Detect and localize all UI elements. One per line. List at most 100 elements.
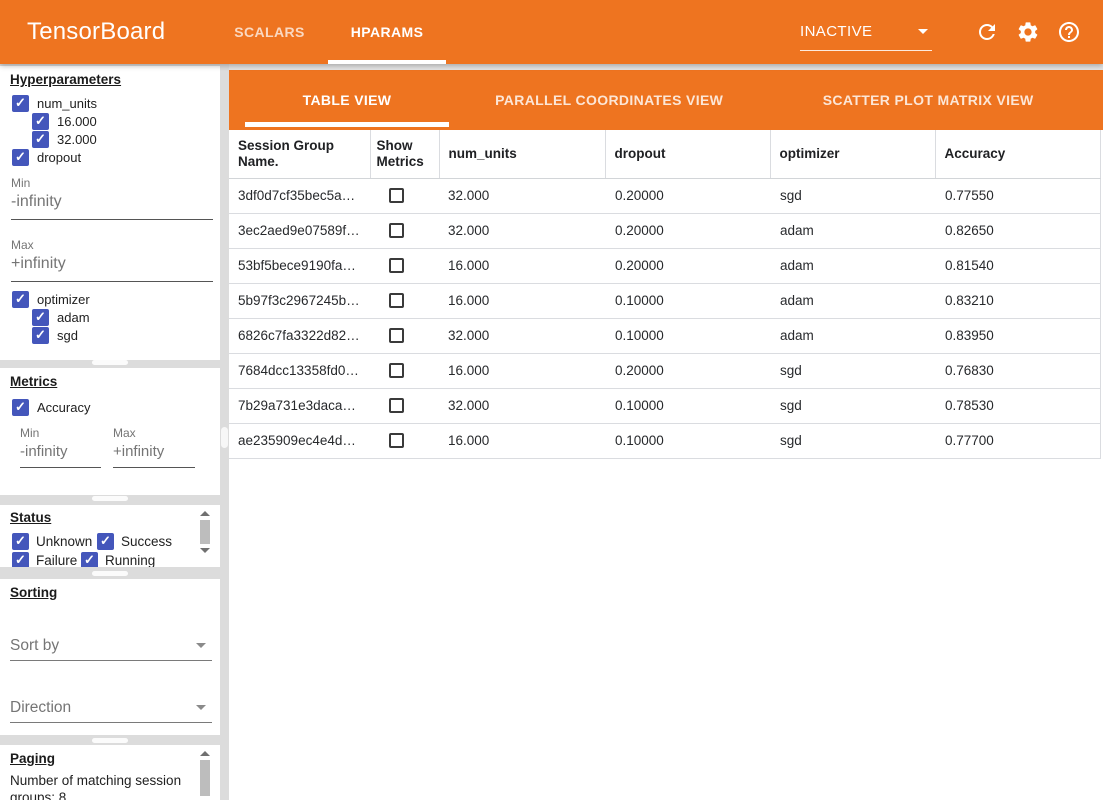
dropout-cell: 0.10000 bbox=[605, 283, 770, 319]
show-metrics-checkbox[interactable] bbox=[389, 188, 404, 203]
checkbox-row-optimizer[interactable]: ✓ optimizer bbox=[12, 290, 90, 308]
checkbox-32[interactable]: ✓ bbox=[32, 130, 49, 148]
accuracy-cell: 0.76830 bbox=[935, 353, 1100, 389]
check-icon: ✓ bbox=[35, 309, 46, 324]
section-drag-handle[interactable] bbox=[92, 496, 128, 501]
checkbox-label: num_units bbox=[37, 95, 97, 111]
scroll-up-icon[interactable] bbox=[200, 511, 210, 516]
tab-scatter-plot-matrix-view[interactable]: SCATTER PLOT MATRIX VIEW bbox=[822, 92, 1034, 108]
dropout-cell: 0.20000 bbox=[605, 353, 770, 389]
optimizer-cell: adam bbox=[770, 318, 935, 354]
tab-hparams[interactable]: HPARAMS bbox=[327, 0, 447, 64]
checkbox-failure[interactable]: ✓ bbox=[12, 551, 29, 567]
session-group-name-cell: 6826c7fa3322d82… bbox=[229, 318, 370, 354]
checkbox-unknown[interactable]: ✓ bbox=[12, 532, 29, 550]
show-metrics-checkbox[interactable] bbox=[389, 293, 404, 308]
checkbox-row-sgd[interactable]: ✓ sgd bbox=[32, 326, 78, 344]
paging-scrollbar[interactable] bbox=[198, 751, 212, 800]
checkbox-dropout[interactable]: ✓ bbox=[12, 148, 29, 166]
header-gap bbox=[229, 64, 1103, 70]
status-dropdown-value: INACTIVE bbox=[800, 23, 873, 40]
sidebar-scrollbar[interactable] bbox=[221, 427, 228, 448]
optimizer-cell: adam bbox=[770, 283, 935, 319]
checkbox-optimizer[interactable]: ✓ bbox=[12, 290, 29, 308]
show-metrics-checkbox[interactable] bbox=[389, 433, 404, 448]
num-units-cell: 16.000 bbox=[439, 248, 605, 284]
show-metrics-checkbox[interactable] bbox=[389, 328, 404, 343]
checkbox-running[interactable]: ✓ bbox=[81, 551, 98, 567]
show-metrics-cell bbox=[370, 283, 439, 319]
check-icon: ✓ bbox=[100, 533, 111, 548]
checkbox-row-adam[interactable]: ✓ adam bbox=[32, 308, 90, 326]
sort-by-select[interactable]: Sort by bbox=[10, 631, 212, 661]
show-metrics-checkbox[interactable] bbox=[389, 223, 404, 238]
num-units-cell: 32.000 bbox=[439, 318, 605, 354]
hyperparameters-heading: Hyperparameters bbox=[10, 72, 122, 87]
scroll-down-icon[interactable] bbox=[200, 548, 210, 553]
checkbox-row-accuracy[interactable]: ✓ Accuracy bbox=[12, 398, 90, 416]
tab-scalars[interactable]: SCALARS bbox=[234, 24, 305, 40]
metrics-heading: Metrics bbox=[10, 374, 58, 389]
num-units-cell: 16.000 bbox=[439, 283, 605, 319]
column-header-session-group-name: Session Group Name. bbox=[229, 130, 370, 179]
checkbox-row-success[interactable]: ✓ Success bbox=[97, 532, 173, 550]
checkbox-row-num-units-16[interactable]: ✓ 16.000 bbox=[32, 112, 97, 130]
show-metrics-cell bbox=[370, 213, 439, 249]
scroll-up-icon[interactable] bbox=[200, 751, 210, 756]
checkbox-sgd[interactable]: ✓ bbox=[32, 326, 49, 344]
view-tabs: TABLE VIEW PARALLEL COORDINATES VIEW SCA… bbox=[229, 70, 1103, 130]
checkbox-row-running[interactable]: ✓ Running bbox=[81, 551, 155, 567]
status-scrollbar[interactable] bbox=[198, 511, 212, 563]
refresh-icon[interactable] bbox=[975, 20, 999, 44]
dropout-cell: 0.20000 bbox=[605, 213, 770, 249]
show-metrics-cell bbox=[370, 353, 439, 389]
min-label: Min bbox=[11, 176, 31, 190]
table-row: 7b29a731e3daca… 32.000 0.10000 sgd 0.785… bbox=[229, 388, 1100, 424]
status-dropdown[interactable]: INACTIVE bbox=[800, 13, 932, 51]
show-metrics-cell bbox=[370, 248, 439, 284]
content-region: Hyperparameters ✓ num_units ✓ 16.000 ✓ 3… bbox=[0, 64, 1103, 800]
checkbox-label: Failure bbox=[36, 552, 78, 568]
checkbox-success[interactable]: ✓ bbox=[97, 532, 114, 550]
section-drag-handle[interactable] bbox=[92, 571, 128, 576]
table-row: 7684dcc13358fd0… 16.000 0.20000 sgd 0.76… bbox=[229, 353, 1100, 389]
show-metrics-checkbox[interactable] bbox=[389, 258, 404, 273]
checkbox-row-unknown[interactable]: ✓ Unknown bbox=[12, 532, 97, 550]
paging-heading: Paging bbox=[10, 751, 56, 766]
section-drag-handle[interactable] bbox=[92, 738, 128, 743]
check-icon: ✓ bbox=[15, 95, 26, 110]
tab-table-view[interactable]: TABLE VIEW bbox=[229, 70, 465, 130]
dropout-cell: 0.20000 bbox=[605, 248, 770, 284]
checkbox-label: adam bbox=[57, 309, 90, 325]
show-metrics-cell bbox=[370, 388, 439, 424]
checkbox-label: Success bbox=[121, 533, 173, 549]
scrollbar-thumb[interactable] bbox=[200, 760, 210, 796]
checkbox-row-failure[interactable]: ✓ Failure bbox=[12, 551, 81, 568]
section-drag-handle[interactable] bbox=[92, 360, 128, 365]
checkbox-row-num-units-32[interactable]: ✓ 32.000 bbox=[32, 130, 97, 148]
tab-parallel-coordinates-view[interactable]: PARALLEL COORDINATES VIEW bbox=[495, 92, 724, 108]
chevron-down-icon bbox=[196, 643, 206, 648]
help-icon[interactable] bbox=[1057, 20, 1081, 44]
checkbox-row-num-units[interactable]: ✓ num_units bbox=[12, 94, 97, 112]
optimizer-cell: adam bbox=[770, 248, 935, 284]
checkbox-row-dropout[interactable]: ✓ dropout bbox=[12, 148, 81, 166]
checkbox-adam[interactable]: ✓ bbox=[32, 308, 49, 326]
checkbox-16[interactable]: ✓ bbox=[32, 112, 49, 130]
show-metrics-checkbox[interactable] bbox=[389, 363, 404, 378]
metrics-section: Metrics ✓ Accuracy Min Max bbox=[0, 368, 220, 495]
show-metrics-checkbox[interactable] bbox=[389, 398, 404, 413]
chevron-down-icon bbox=[196, 705, 206, 710]
checkbox-accuracy[interactable]: ✓ bbox=[12, 398, 29, 416]
direction-select[interactable]: Direction bbox=[10, 693, 212, 723]
metric-min-input[interactable] bbox=[20, 442, 101, 468]
settings-gear-icon[interactable] bbox=[1016, 20, 1040, 44]
hparam-max-input[interactable] bbox=[11, 254, 213, 282]
show-metrics-cell bbox=[370, 178, 439, 214]
hparam-min-input[interactable] bbox=[11, 192, 213, 220]
scrollbar-thumb[interactable] bbox=[200, 520, 210, 544]
dropout-cell: 0.20000 bbox=[605, 178, 770, 214]
num-units-cell: 32.000 bbox=[439, 388, 605, 424]
metric-max-input[interactable] bbox=[113, 442, 195, 468]
checkbox-num-units[interactable]: ✓ bbox=[12, 94, 29, 112]
